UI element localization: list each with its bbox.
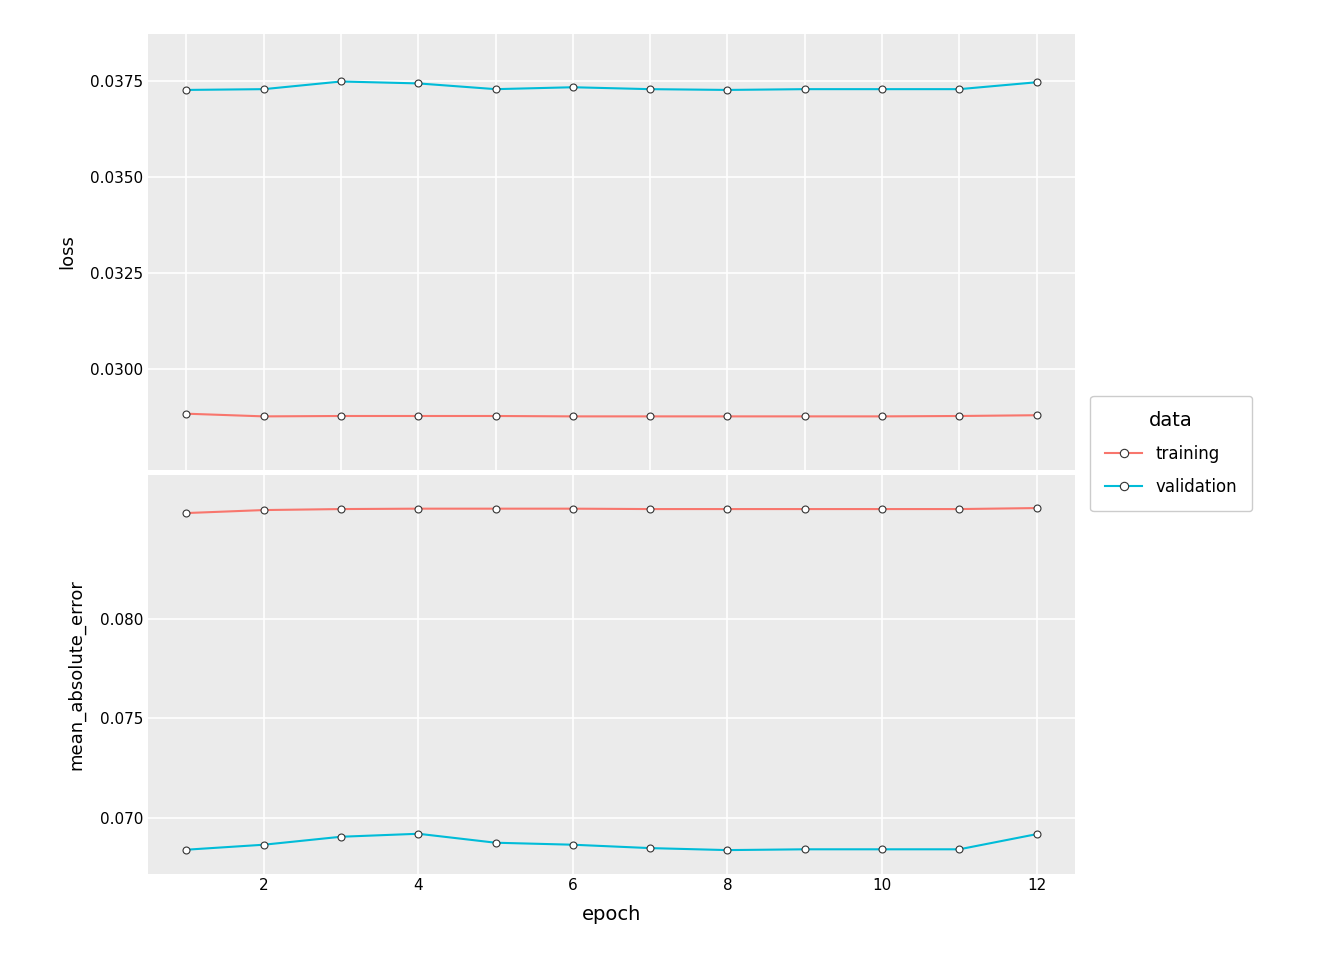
Y-axis label: mean_absolute_error: mean_absolute_error (67, 579, 86, 770)
Y-axis label: loss: loss (58, 234, 77, 270)
X-axis label: epoch: epoch (582, 904, 641, 924)
Legend: training, validation: training, validation (1090, 396, 1251, 511)
